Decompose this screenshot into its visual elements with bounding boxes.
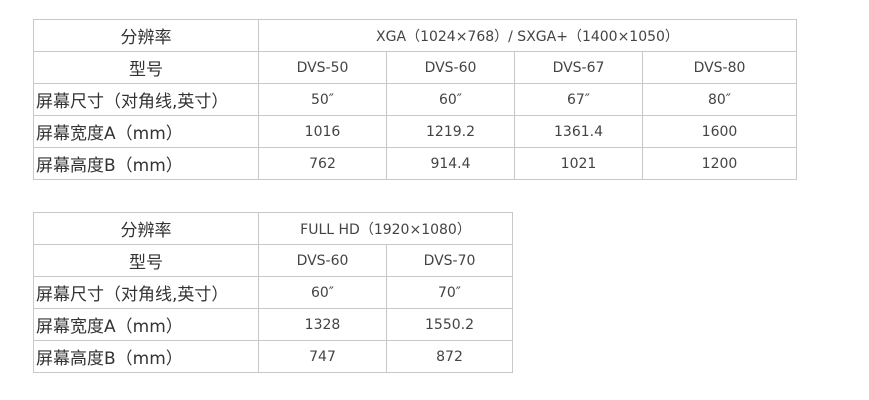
table-cell: FULL HD（1920×1080） [258, 212, 513, 245]
row-header: 型号 [33, 244, 259, 277]
row-header: 屏幕尺寸（对角线,英寸） [33, 276, 259, 309]
table-cell: 67″ [514, 83, 643, 116]
row-header: 屏幕高度B（mm） [33, 147, 259, 180]
table-row: 分辨率 XGA（1024×768）/ SXGA+（1400×1050） [33, 19, 797, 52]
row-header: 屏幕高度B（mm） [33, 340, 259, 373]
spec-table: 分辨率 XGA（1024×768）/ SXGA+（1400×1050） 型号 DVS-… [33, 19, 797, 180]
table-cell: XGA（1024×768）/ SXGA+（1400×1050） [258, 19, 797, 52]
table-cell: 762 [258, 147, 387, 180]
table-cell: 80″ [642, 83, 797, 116]
row-header: 分辨率 [33, 19, 259, 52]
table-cell: 1600 [642, 115, 797, 148]
table-cell: 70″ [386, 276, 513, 309]
row-header: 屏幕尺寸（对角线,英寸） [33, 83, 259, 116]
table-cell: 1016 [258, 115, 387, 148]
table-row: 屏幕宽度A（mm） 1016 1219.2 1361.4 1600 [33, 115, 797, 148]
table-row: 屏幕尺寸（对角线,英寸） 60″ 70″ [33, 276, 513, 309]
table-cell: DVS-67 [514, 51, 643, 84]
table-cell: 914.4 [386, 147, 515, 180]
table-cell: 1021 [514, 147, 643, 180]
spec-table: 分辨率 FULL HD（1920×1080） 型号 DVS-60 DVS-70 屏幕尺寸（… [33, 212, 513, 373]
table-row: 型号 DVS-60 DVS-70 [33, 244, 513, 277]
row-header: 型号 [33, 51, 259, 84]
row-header: 屏幕宽度A（mm） [33, 115, 259, 148]
row-header: 分辨率 [33, 212, 259, 245]
table-row: 屏幕高度B（mm） 747 872 [33, 340, 513, 373]
table-cell: 1328 [258, 308, 387, 341]
table-cell: 872 [386, 340, 513, 373]
table-cell: 747 [258, 340, 387, 373]
table-cell: DVS-80 [642, 51, 797, 84]
table-cell: 60″ [258, 276, 387, 309]
table-cell: DVS-60 [258, 244, 387, 277]
table-cell: 1550.2 [386, 308, 513, 341]
table-row: 屏幕尺寸（对角线,英寸） 50″ 60″ 67″ 80″ [33, 83, 797, 116]
table-row: 分辨率 FULL HD（1920×1080） [33, 212, 513, 245]
table-row: 型号 DVS-50 DVS-60 DVS-67 DVS-80 [33, 51, 797, 84]
table-cell: 1219.2 [386, 115, 515, 148]
table-row: 屏幕宽度A（mm） 1328 1550.2 [33, 308, 513, 341]
table-cell: 1361.4 [514, 115, 643, 148]
row-header: 屏幕宽度A（mm） [33, 308, 259, 341]
table-cell: DVS-50 [258, 51, 387, 84]
table-cell: 60″ [386, 83, 515, 116]
table-cell: 50″ [258, 83, 387, 116]
table-cell: DVS-60 [386, 51, 515, 84]
table-cell: DVS-70 [386, 244, 513, 277]
table-cell: 1200 [642, 147, 797, 180]
table-row: 屏幕高度B（mm） 762 914.4 1021 1200 [33, 147, 797, 180]
